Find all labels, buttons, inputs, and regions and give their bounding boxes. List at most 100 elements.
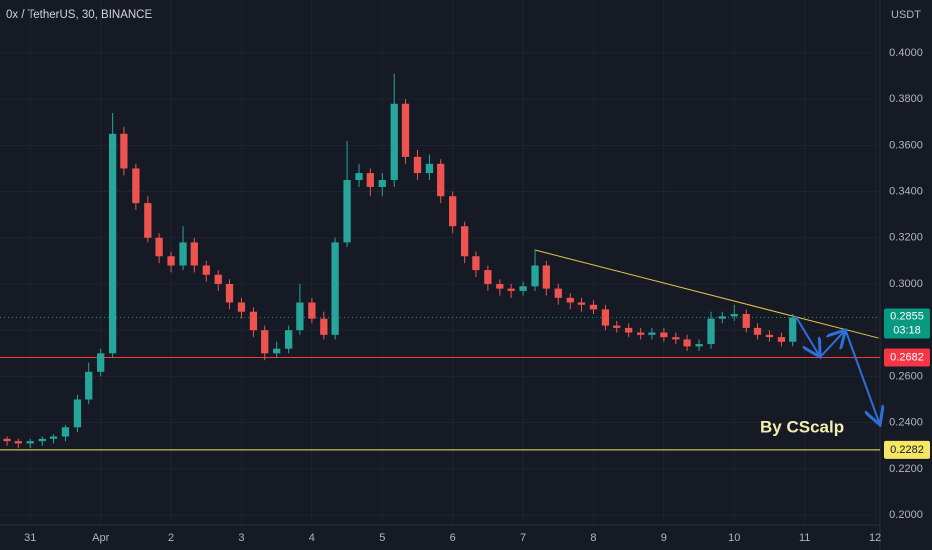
trendline [534, 249, 879, 339]
candle-body [38, 438, 46, 442]
candle-body [742, 314, 750, 328]
x-tick-label: 3 [238, 532, 244, 544]
candle-body [378, 180, 386, 187]
x-tick-label: Apr [92, 532, 109, 544]
level-price-box [884, 440, 930, 459]
y-tick-label: 0.3400 [889, 185, 923, 197]
candle-body [425, 163, 434, 174]
forecast-arrow [819, 330, 845, 358]
y-tick-label: 0.3800 [889, 93, 923, 105]
candle-body [132, 168, 140, 204]
candle-body [777, 337, 786, 342]
candle-body [625, 327, 633, 333]
candle-body [73, 399, 82, 428]
x-tick-label: 12 [869, 532, 881, 544]
candle-body [179, 242, 187, 266]
candle-body [296, 302, 304, 331]
axis-unit: USDT [891, 9, 921, 21]
y-tick-label: 0.3200 [889, 232, 923, 244]
candle-body [343, 180, 351, 243]
candle-body [531, 265, 539, 287]
candle-body [577, 302, 586, 305]
candle-body [225, 283, 234, 303]
candle-body [49, 436, 58, 439]
candle-body [789, 317, 797, 342]
candle-body [672, 337, 680, 340]
candle-body [753, 327, 762, 335]
countdown-label: 03:18 [893, 324, 921, 336]
x-tick-label: 31 [24, 532, 36, 544]
candle-body [26, 441, 34, 444]
x-tick-label: 9 [661, 532, 667, 544]
candle-body [401, 103, 410, 157]
candle-body [437, 163, 445, 197]
candle-body [261, 330, 269, 354]
candle-body [683, 339, 691, 347]
level-price-label: 0.2282 [890, 444, 924, 456]
candle-body [554, 288, 562, 298]
candle-body [273, 348, 281, 354]
candle-body [601, 309, 610, 326]
candle-body [637, 332, 645, 335]
candle-body [507, 288, 515, 291]
level-price-label: 0.2682 [890, 351, 924, 363]
candle-body [167, 256, 175, 266]
candle-body [366, 173, 374, 187]
y-tick-label: 0.3000 [889, 278, 923, 290]
y-tick-label: 0.2200 [889, 463, 923, 475]
x-tick-label: 5 [379, 532, 385, 544]
candle-body [190, 242, 198, 266]
candle-body [461, 226, 469, 257]
candle-body [61, 427, 70, 437]
candle-body [249, 311, 258, 331]
candle-body [472, 256, 480, 271]
x-tick-label: 2 [168, 532, 174, 544]
candle-body [144, 203, 152, 238]
candle-body [3, 438, 11, 442]
candle-body [237, 302, 246, 312]
level-price-box [884, 348, 930, 367]
forecast-arrow [844, 329, 880, 425]
candle-body [202, 265, 210, 275]
candle-body [413, 156, 422, 174]
candle-body [285, 330, 293, 349]
candle-body [390, 103, 398, 181]
candle-body [331, 242, 339, 335]
candle-body [97, 353, 105, 372]
candle-body [109, 133, 117, 354]
candle-body [613, 325, 621, 328]
candle-body [660, 332, 668, 338]
candle-body [648, 332, 656, 335]
chart-title: 0x / TetherUS, 30, BINANCE [6, 9, 152, 21]
candle-body [730, 314, 738, 317]
candle-body [496, 283, 504, 289]
candle-body [308, 302, 316, 319]
candle-body [355, 173, 363, 181]
last-price-box [884, 308, 930, 339]
candle-body [566, 297, 574, 303]
candle-body [320, 318, 328, 335]
candle-body [718, 316, 726, 319]
candle-body [765, 334, 774, 338]
x-tick-label: 8 [590, 532, 596, 544]
candle-body [120, 133, 128, 169]
candle-body [484, 270, 492, 284]
candle-body [695, 344, 703, 347]
y-tick-label: 0.4000 [889, 47, 923, 59]
y-tick-label: 0.2400 [889, 417, 923, 429]
x-tick-label: 4 [309, 532, 315, 544]
candle-body [449, 196, 457, 227]
forecast-arrow [794, 315, 821, 357]
x-tick-label: 7 [520, 532, 526, 544]
candle-body [155, 237, 163, 257]
last-price-label: 0.2855 [890, 310, 924, 322]
x-tick-label: 10 [728, 532, 740, 544]
candle-body [519, 286, 527, 291]
y-tick-label: 0.2600 [889, 370, 923, 382]
x-tick-label: 6 [450, 532, 456, 544]
annotation: By CScalp [760, 417, 844, 436]
candle-body [14, 441, 22, 444]
candle-body [542, 265, 550, 289]
